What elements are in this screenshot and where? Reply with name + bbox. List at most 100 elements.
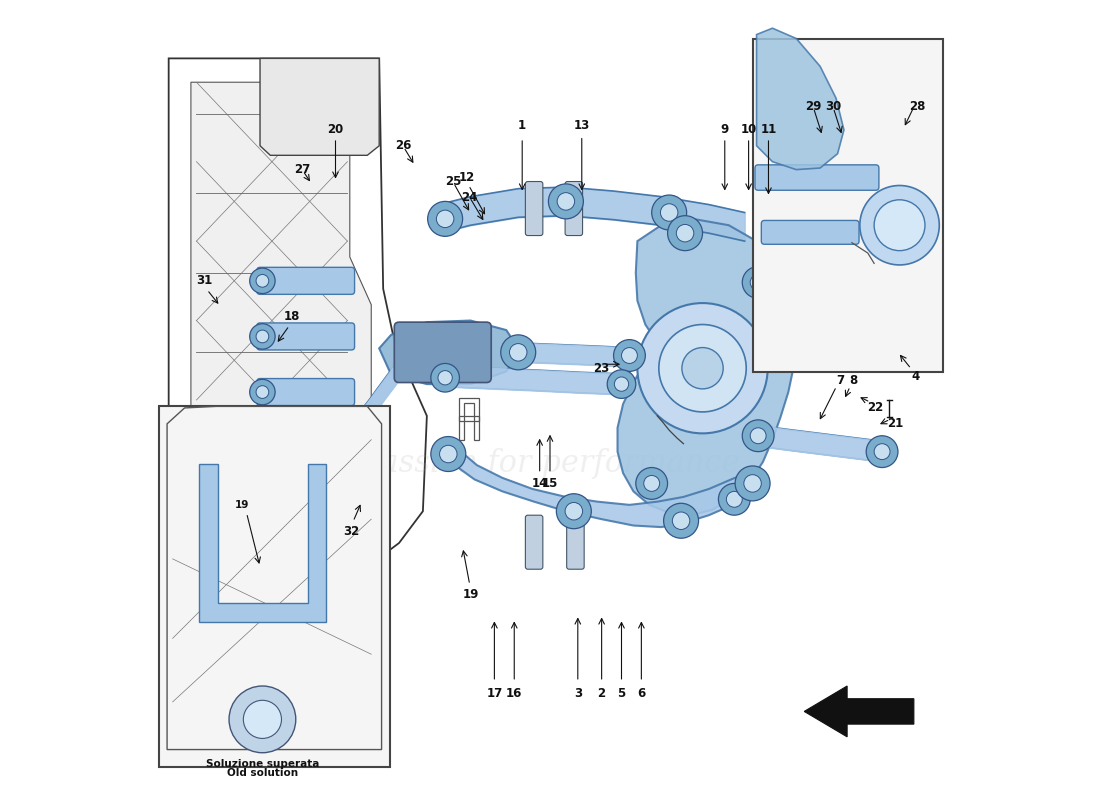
- Polygon shape: [617, 219, 798, 515]
- Text: 1: 1: [518, 119, 526, 133]
- Circle shape: [431, 437, 465, 471]
- Circle shape: [637, 303, 768, 434]
- Text: 2: 2: [597, 687, 606, 701]
- Text: 10: 10: [740, 123, 757, 136]
- Circle shape: [557, 193, 574, 210]
- Text: 9: 9: [720, 123, 729, 136]
- Polygon shape: [757, 28, 844, 170]
- Circle shape: [256, 442, 268, 454]
- Circle shape: [676, 225, 694, 242]
- Text: 32: 32: [343, 525, 360, 538]
- Text: 3: 3: [574, 687, 582, 701]
- FancyBboxPatch shape: [257, 267, 354, 294]
- Bar: [160, 406, 389, 767]
- Circle shape: [607, 370, 636, 398]
- Text: 7: 7: [836, 374, 844, 386]
- Circle shape: [256, 274, 268, 287]
- Circle shape: [874, 200, 925, 250]
- Text: 11: 11: [760, 123, 777, 136]
- Text: 23: 23: [594, 362, 609, 374]
- FancyBboxPatch shape: [257, 323, 354, 350]
- Circle shape: [659, 325, 746, 412]
- Text: 14: 14: [531, 477, 548, 490]
- FancyBboxPatch shape: [566, 515, 584, 570]
- FancyBboxPatch shape: [526, 515, 543, 570]
- Circle shape: [256, 330, 268, 342]
- Text: 12: 12: [459, 171, 475, 184]
- Text: 25: 25: [444, 175, 461, 188]
- Text: 19: 19: [234, 500, 249, 510]
- Circle shape: [636, 467, 668, 499]
- FancyBboxPatch shape: [565, 182, 583, 235]
- Text: 31: 31: [196, 274, 212, 287]
- Circle shape: [644, 475, 660, 491]
- Circle shape: [663, 503, 698, 538]
- Text: Old solution: Old solution: [227, 768, 298, 778]
- Circle shape: [437, 210, 454, 228]
- Circle shape: [621, 347, 637, 363]
- Text: 18: 18: [284, 310, 300, 323]
- Circle shape: [668, 216, 703, 250]
- Circle shape: [256, 386, 268, 398]
- Circle shape: [682, 347, 723, 389]
- Circle shape: [860, 186, 939, 265]
- Bar: [752, 38, 944, 372]
- Circle shape: [229, 686, 296, 753]
- FancyBboxPatch shape: [309, 480, 344, 507]
- Text: 4: 4: [911, 370, 920, 382]
- Circle shape: [742, 266, 774, 298]
- Text: 26: 26: [395, 139, 411, 152]
- Text: passion for performance: passion for performance: [361, 448, 739, 479]
- Circle shape: [428, 202, 463, 236]
- Text: 24: 24: [461, 191, 477, 204]
- Circle shape: [250, 435, 275, 460]
- FancyBboxPatch shape: [755, 165, 879, 190]
- Circle shape: [742, 420, 774, 452]
- Circle shape: [243, 700, 282, 738]
- Circle shape: [735, 466, 770, 501]
- Polygon shape: [446, 452, 760, 527]
- Text: 17: 17: [486, 687, 503, 701]
- Circle shape: [431, 363, 460, 392]
- Polygon shape: [191, 82, 372, 505]
- Polygon shape: [379, 321, 520, 384]
- Polygon shape: [260, 58, 379, 155]
- Polygon shape: [804, 686, 914, 737]
- Text: 19: 19: [462, 588, 478, 601]
- Circle shape: [614, 340, 646, 371]
- Circle shape: [314, 471, 329, 487]
- Circle shape: [438, 370, 452, 385]
- Circle shape: [672, 512, 690, 530]
- Circle shape: [826, 273, 858, 305]
- Text: 29: 29: [805, 99, 822, 113]
- Text: 16: 16: [506, 687, 522, 701]
- FancyBboxPatch shape: [761, 221, 859, 244]
- Text: 22: 22: [868, 402, 883, 414]
- Circle shape: [744, 474, 761, 492]
- Circle shape: [250, 379, 275, 405]
- Circle shape: [565, 502, 583, 520]
- Circle shape: [726, 491, 742, 507]
- Circle shape: [549, 184, 583, 219]
- Circle shape: [750, 274, 766, 290]
- Text: 21: 21: [888, 418, 904, 430]
- Text: 5: 5: [617, 687, 626, 701]
- Circle shape: [250, 268, 275, 294]
- Circle shape: [660, 204, 678, 222]
- Text: 20: 20: [328, 123, 343, 136]
- Polygon shape: [199, 463, 326, 622]
- FancyBboxPatch shape: [526, 182, 543, 235]
- Text: 8: 8: [849, 374, 858, 386]
- Circle shape: [866, 436, 898, 467]
- Circle shape: [306, 463, 337, 495]
- Circle shape: [835, 281, 850, 297]
- Text: 27: 27: [294, 163, 310, 176]
- Circle shape: [509, 343, 527, 361]
- Text: 13: 13: [574, 119, 590, 133]
- FancyBboxPatch shape: [394, 322, 492, 382]
- FancyBboxPatch shape: [257, 434, 354, 461]
- Text: 30: 30: [825, 99, 842, 113]
- Text: 6: 6: [637, 687, 646, 701]
- Circle shape: [651, 195, 686, 230]
- Circle shape: [557, 494, 592, 529]
